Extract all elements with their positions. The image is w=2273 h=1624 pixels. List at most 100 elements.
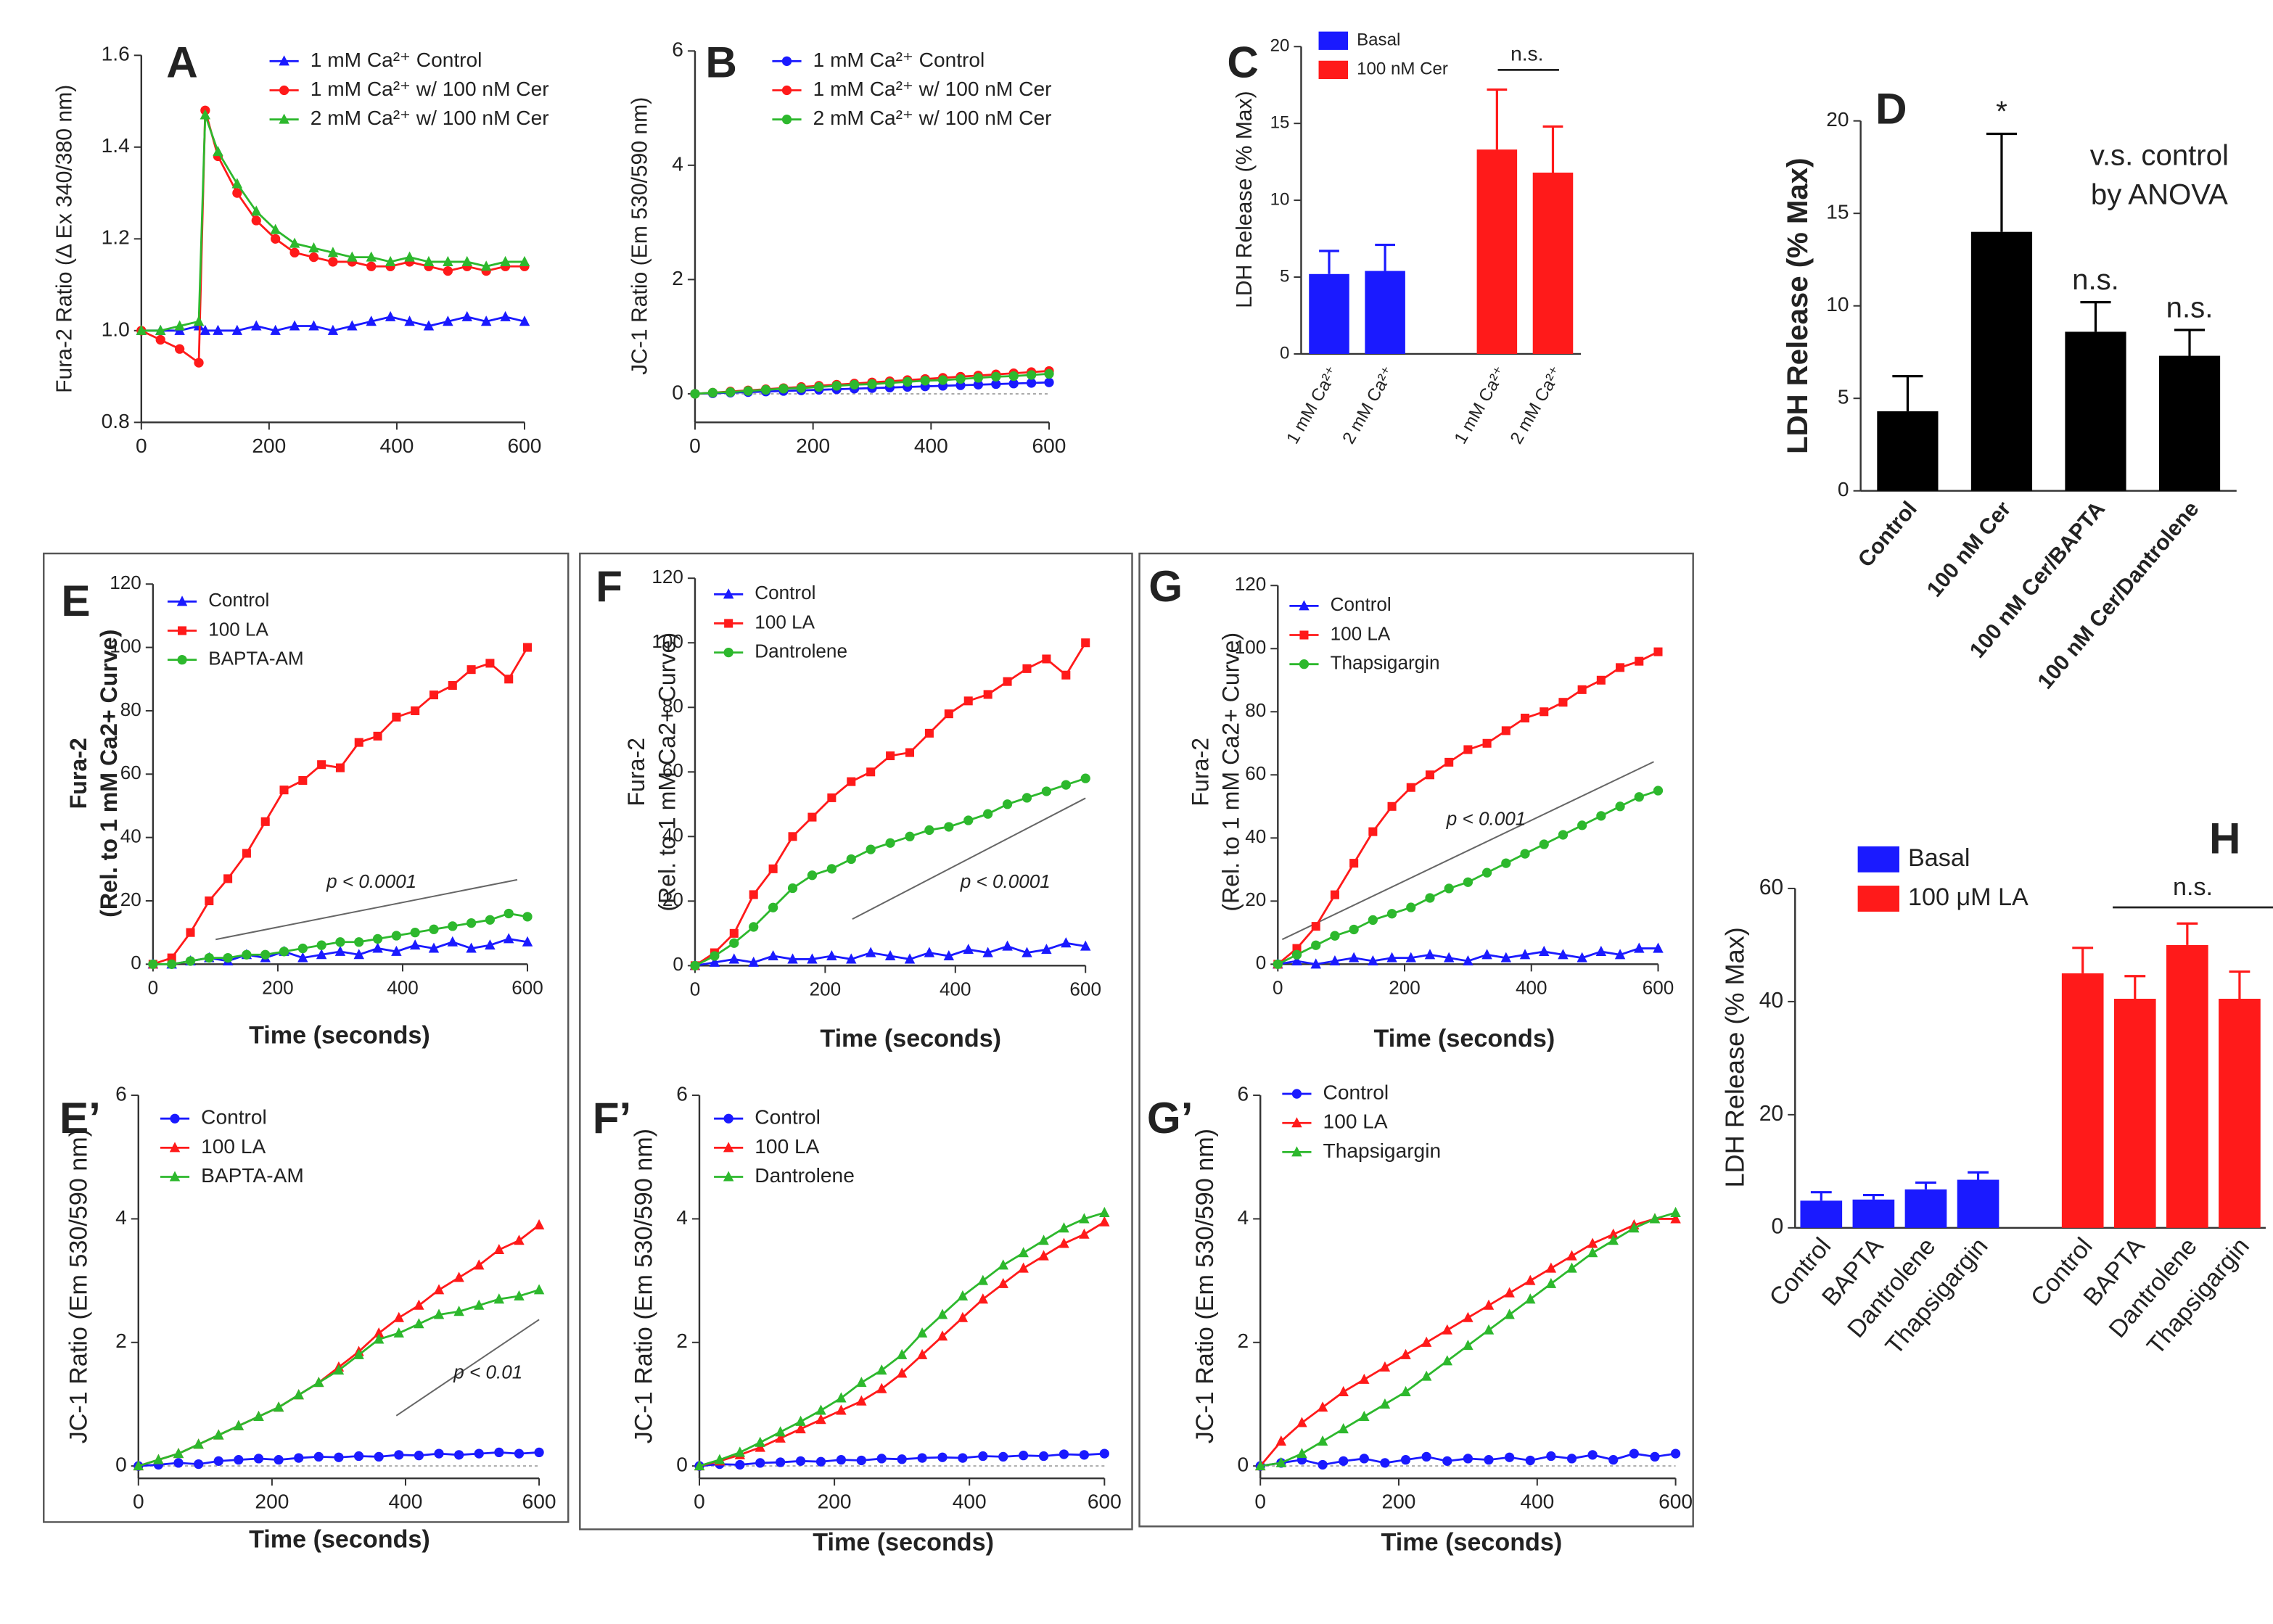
legend-label: 100 LA <box>201 1135 266 1158</box>
marker <box>373 1333 385 1344</box>
marker <box>1566 1454 1577 1464</box>
marker <box>1463 1340 1473 1351</box>
marker <box>466 665 476 675</box>
marker <box>1002 940 1013 951</box>
marker <box>169 1142 181 1153</box>
legend-label: Control <box>208 589 269 611</box>
x-tick-label: 2 mM Ca²⁺ <box>1507 363 1567 448</box>
bar <box>2113 998 2156 1228</box>
y-tick-label: 80 <box>662 695 683 717</box>
marker <box>1539 839 1549 849</box>
marker <box>1614 949 1626 960</box>
y-tick-label: 0 <box>131 952 141 973</box>
marker <box>943 949 955 961</box>
y-tick-label: 4 <box>115 1206 127 1229</box>
marker <box>1310 958 1321 969</box>
marker <box>1577 952 1587 963</box>
y-tick-label: 20 <box>1759 1102 1784 1126</box>
marker <box>1483 1299 1495 1310</box>
marker <box>253 1454 264 1464</box>
marker <box>963 944 974 955</box>
marker <box>1368 827 1378 836</box>
marker <box>1400 1455 1411 1465</box>
y-tick-label: 0 <box>1238 1454 1249 1476</box>
y-axis-label: JC-1 Ratio (Em 530/590 nm) <box>65 1129 92 1443</box>
marker <box>920 376 930 386</box>
marker <box>186 928 195 937</box>
marker <box>366 316 377 326</box>
marker <box>866 844 876 854</box>
legend-label: Control <box>755 1106 821 1129</box>
marker <box>500 310 511 321</box>
panel-label: E <box>61 576 90 625</box>
y-tick-label: 4 <box>672 152 683 175</box>
marker <box>1273 959 1283 969</box>
marker <box>1059 1237 1069 1248</box>
error-bar <box>1986 132 2017 232</box>
x-tick-label: 200 <box>796 434 830 457</box>
marker <box>213 324 223 335</box>
marker <box>308 242 319 252</box>
y-tick-label: 1.6 <box>102 43 130 65</box>
marker <box>814 382 824 392</box>
marker <box>1587 1450 1598 1460</box>
marker <box>1463 955 1473 966</box>
marker <box>1099 1206 1110 1217</box>
marker <box>788 832 797 841</box>
marker <box>372 933 383 944</box>
marker <box>896 1367 908 1378</box>
marker <box>231 178 243 189</box>
marker <box>1405 952 1416 963</box>
marker <box>1379 1361 1391 1372</box>
marker <box>1330 931 1340 941</box>
marker <box>778 384 789 394</box>
y-axis-label: JC-1 Ratio (Em 530/590 nm) <box>630 1129 658 1443</box>
marker <box>1022 793 1032 803</box>
x-tick-label: 1 mM Ca²⁺ <box>1451 363 1511 448</box>
marker <box>1339 1456 1349 1466</box>
marker <box>485 939 496 950</box>
marker <box>327 324 339 335</box>
marker <box>434 1448 444 1459</box>
marker <box>866 767 876 777</box>
legend-label: 100 LA <box>208 618 268 640</box>
y-tick-label: 5 <box>1280 266 1289 286</box>
x-tick-label: 600 <box>1088 1491 1122 1513</box>
marker <box>998 1277 1008 1288</box>
marker <box>1329 955 1341 966</box>
bar <box>1970 231 2033 491</box>
marker <box>1380 1458 1390 1468</box>
marker <box>493 1293 505 1304</box>
marker <box>429 924 439 934</box>
marker <box>466 942 477 953</box>
marker <box>1421 1336 1432 1347</box>
marker <box>924 825 934 836</box>
legend-label: 1 mM Ca²⁺ Control <box>813 49 985 71</box>
marker <box>461 310 473 321</box>
marker <box>414 1318 424 1329</box>
y-tick-label: 6 <box>672 38 683 61</box>
marker <box>503 933 514 944</box>
marker <box>1379 1398 1391 1409</box>
marker <box>723 1142 734 1153</box>
marker <box>1481 867 1492 878</box>
y-tick-label: 20 <box>662 889 683 910</box>
marker <box>1577 685 1587 694</box>
marker <box>885 838 895 848</box>
panel-label: F <box>596 561 622 611</box>
y-axis-label: JC-1 Ratio (Em 530/590 nm) <box>628 97 652 375</box>
y-axis-label: LDH Release (% Max) <box>1781 158 1814 454</box>
marker <box>755 1436 765 1447</box>
marker <box>533 1284 545 1295</box>
marker <box>867 379 877 389</box>
marker <box>253 1410 264 1422</box>
marker <box>1577 820 1587 830</box>
marker <box>1022 947 1032 957</box>
x-axis-label: Time (seconds) <box>1374 1025 1555 1052</box>
marker <box>924 947 935 957</box>
legend-swatch <box>1857 846 1899 873</box>
panel-label: E’ <box>59 1093 101 1142</box>
error-bar <box>1375 243 1396 271</box>
marker <box>1670 1213 1681 1224</box>
marker <box>372 942 383 953</box>
